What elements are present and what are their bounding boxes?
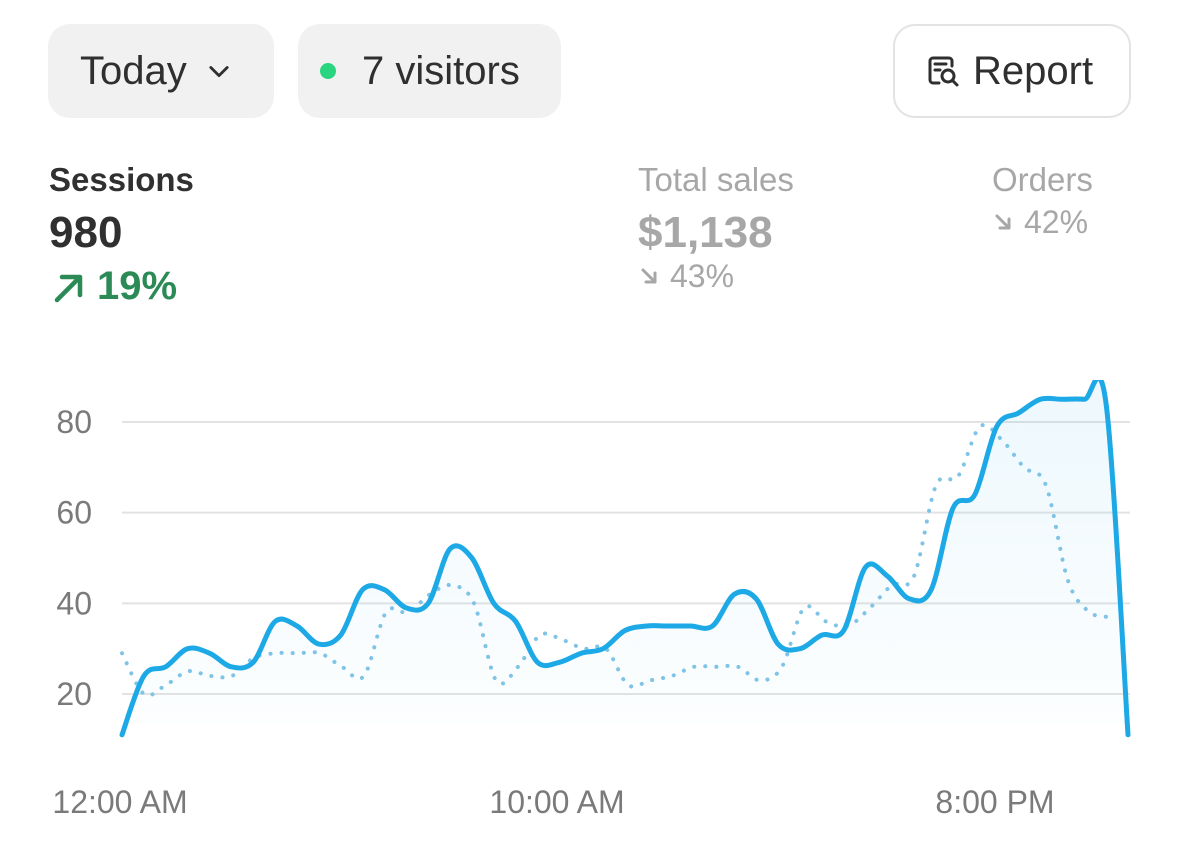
report-search-icon xyxy=(928,56,959,87)
metric-total-sales[interactable]: Total sales $1,138 43% xyxy=(638,160,794,295)
y-tick-label: 80 xyxy=(56,404,92,440)
y-tick-label: 60 xyxy=(56,495,92,531)
metric-orders-change-value: 42% xyxy=(1024,204,1089,240)
report-button[interactable]: Report xyxy=(893,24,1131,118)
report-label: Report xyxy=(973,48,1094,93)
sessions-line-chart: 20 40 60 80 12:00 AM 10:00 AM 8:00 PM xyxy=(52,380,1131,820)
x-tick-label: 8:00 PM xyxy=(935,784,1054,820)
live-visitors-label: 7 visitors xyxy=(362,48,520,93)
chevron-down-icon xyxy=(209,66,229,78)
x-tick-label: 10:00 AM xyxy=(489,784,624,820)
metric-total-sales-value: $1,138 xyxy=(638,208,773,257)
metric-total-sales-change: 43% xyxy=(638,258,794,295)
metric-orders[interactable]: Orders 42% xyxy=(992,160,1093,241)
metric-orders-change: 42% xyxy=(992,204,1093,241)
metric-orders-label: Orders xyxy=(992,161,1093,198)
metric-sessions-change: 19% xyxy=(49,264,194,309)
date-range-label: Today xyxy=(80,48,187,93)
metric-total-sales-label: Total sales xyxy=(638,161,794,198)
live-visitors-badge[interactable]: 7 visitors xyxy=(298,24,561,118)
arrow-down-right-icon xyxy=(995,214,1011,229)
x-tick-label: 12:00 AM xyxy=(52,784,187,820)
live-status-dot xyxy=(320,63,336,79)
y-axis-labels: 20 40 60 80 xyxy=(56,404,92,712)
y-tick-label: 20 xyxy=(56,676,92,712)
metric-total-sales-change-value: 43% xyxy=(670,258,735,294)
metric-sessions-value: 980 xyxy=(49,208,123,257)
x-axis-labels: 12:00 AM 10:00 AM 8:00 PM xyxy=(52,784,1054,820)
y-tick-label: 40 xyxy=(56,585,92,621)
date-range-selector[interactable]: Today xyxy=(48,24,274,118)
primary-series-line[interactable] xyxy=(119,380,1131,738)
arrow-up-right-icon xyxy=(54,274,83,302)
metric-sessions-label: Sessions xyxy=(49,161,194,198)
metric-sessions-change-value: 19% xyxy=(97,264,178,308)
metric-sessions[interactable]: Sessions 980 19% xyxy=(49,160,194,309)
arrow-down-right-icon xyxy=(641,268,657,283)
